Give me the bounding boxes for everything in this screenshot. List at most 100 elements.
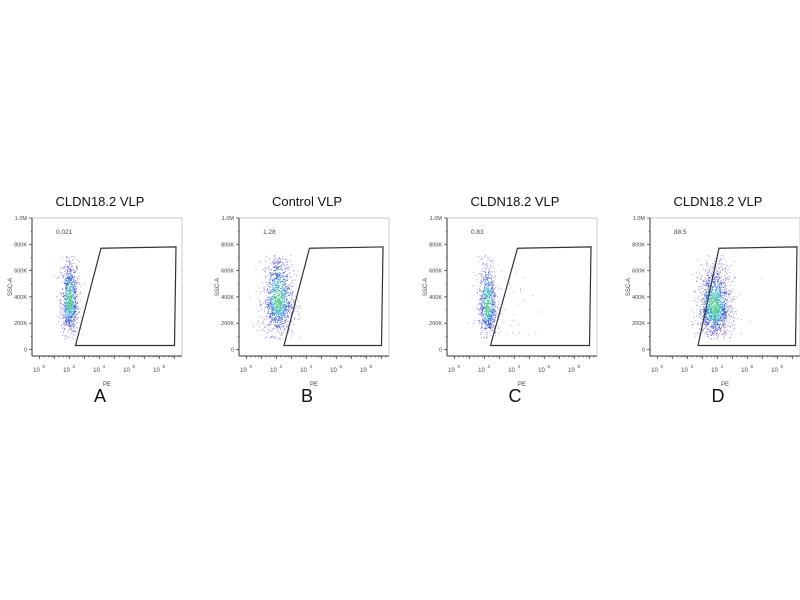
data-point — [487, 256, 489, 258]
data-point — [714, 277, 716, 278]
data-point — [74, 301, 76, 303]
outlier-point — [512, 331, 514, 333]
y-tick-label: 200K — [429, 321, 442, 327]
data-point — [485, 298, 487, 300]
data-point — [276, 267, 278, 269]
data-point — [480, 308, 482, 310]
data-point — [488, 274, 490, 276]
data-point — [723, 316, 725, 318]
data-point — [273, 303, 275, 305]
data-point — [723, 291, 725, 293]
data-point — [715, 299, 717, 301]
data-point — [269, 271, 270, 273]
data-point — [491, 315, 493, 317]
data-point — [272, 309, 274, 311]
data-point — [69, 270, 71, 272]
data-point — [725, 332, 727, 334]
data-point — [480, 307, 482, 309]
data-point — [67, 297, 69, 299]
data-point — [734, 328, 736, 330]
data-point — [278, 294, 280, 296]
data-point — [730, 265, 732, 267]
data-point — [714, 281, 716, 283]
data-point — [487, 297, 489, 298]
data-point — [274, 303, 276, 305]
data-point — [716, 296, 718, 298]
data-point — [278, 325, 280, 327]
data-point — [284, 295, 286, 297]
data-point — [284, 285, 286, 287]
gate-polygon — [283, 246, 384, 347]
data-point — [493, 296, 495, 298]
data-point — [292, 293, 294, 294]
data-point — [277, 268, 279, 270]
data-point — [280, 296, 282, 298]
data-point — [485, 301, 487, 303]
data-point — [707, 324, 709, 325]
data-point — [717, 314, 718, 316]
data-point — [283, 308, 285, 310]
data-point — [710, 317, 712, 319]
data-point — [492, 304, 494, 305]
data-point — [720, 331, 721, 332]
data-point — [68, 316, 70, 318]
outlier-point — [517, 303, 519, 305]
data-point — [291, 298, 293, 300]
data-point — [66, 306, 68, 308]
data-point — [498, 324, 500, 326]
outlier-point — [518, 332, 520, 334]
data-point — [69, 328, 71, 330]
data-point — [67, 290, 69, 292]
data-point — [720, 312, 722, 314]
data-point — [280, 306, 281, 308]
data-point — [705, 292, 707, 294]
data-point — [714, 318, 716, 320]
x-tick-exponent: 4 — [310, 364, 313, 369]
data-point — [273, 279, 275, 281]
data-point — [290, 289, 292, 291]
data-point — [281, 298, 283, 300]
data-point — [726, 310, 728, 312]
data-point — [696, 276, 698, 278]
data-point — [281, 293, 283, 295]
data-point — [479, 313, 481, 315]
data-point — [63, 323, 64, 325]
data-point — [280, 327, 282, 329]
data-point — [62, 317, 64, 319]
data-point — [715, 334, 717, 336]
y-tick-label: 200K — [221, 321, 234, 327]
data-point — [74, 311, 76, 313]
outlier-point — [520, 290, 521, 292]
data-point — [65, 335, 67, 337]
data-point — [65, 320, 67, 322]
data-point — [64, 297, 66, 299]
data-point — [57, 316, 59, 318]
data-point — [486, 308, 488, 310]
data-point — [708, 304, 710, 306]
data-point — [66, 272, 68, 274]
data-point — [63, 294, 65, 296]
data-point — [494, 307, 496, 308]
data-point — [716, 292, 718, 294]
data-point — [721, 313, 723, 315]
data-point — [703, 279, 705, 281]
data-point — [266, 255, 267, 257]
data-point — [480, 322, 482, 323]
data-point — [723, 304, 725, 306]
data-point — [492, 266, 494, 268]
data-point — [63, 322, 65, 324]
data-point — [290, 314, 292, 316]
data-point — [725, 313, 727, 315]
data-point — [289, 318, 291, 320]
data-point — [487, 326, 489, 328]
data-point — [714, 333, 716, 335]
data-point — [486, 300, 488, 302]
data-point — [719, 277, 721, 279]
data-point — [67, 269, 69, 271]
data-point — [481, 327, 482, 329]
data-point — [725, 291, 726, 293]
data-point — [66, 286, 68, 288]
data-point — [275, 274, 277, 276]
x-tick-exponent: 0 — [458, 364, 461, 369]
data-point — [725, 316, 727, 317]
